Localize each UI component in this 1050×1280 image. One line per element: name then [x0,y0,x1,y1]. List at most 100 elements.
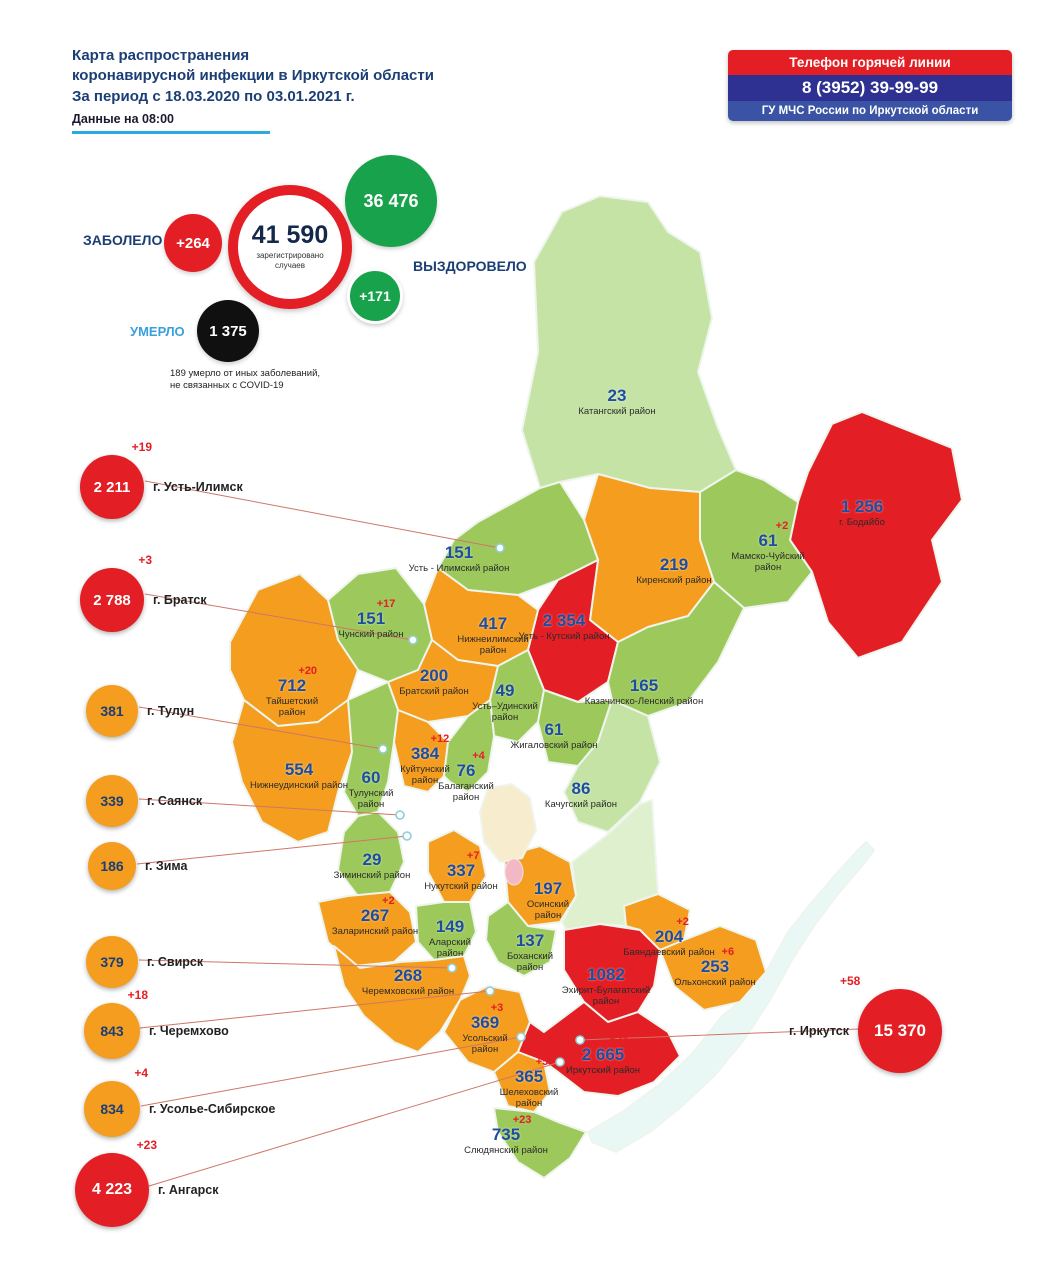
district-value: 2 354 [542,611,586,630]
city-value: 2 788 [93,591,131,609]
district-label-nizhneilimsky: 417 Нижнеилимский район [444,615,542,656]
district-name: г. Бодайбо [839,517,885,528]
died-circle: 1 375 [197,300,259,362]
district-name: Слюдянский район [464,1145,548,1156]
district-value: 200 [419,666,449,685]
region-slyudyansky [493,1107,587,1179]
marker-bratsk [408,635,418,645]
district-name: Зиминский район [333,870,411,881]
marker-ust-ilimsk [495,543,505,553]
district-label-nukutsky: +7 337 Нукутский район [424,850,498,892]
district-label-olkhonsky: +6 253 Ольхонский район [674,946,756,988]
marker-sayansk [395,810,405,820]
leader-ust-ilimsk [144,480,501,549]
city-circle: 186 [88,842,136,890]
sick-delta: +264 [176,234,210,252]
hotline-phone: 8 (3952) 39-99-99 [728,75,1012,101]
city-circle: 843 [84,1003,140,1059]
recovered-label: ВЫЗДОРОВЕЛО [413,258,527,274]
district-label-ziminsky: 29 Зиминский район [332,851,412,881]
leader-tulun [138,706,384,750]
district-name: Братский район [399,686,469,697]
district-name: Усть - Илимский район [408,563,510,574]
city-name: г. Зима [145,859,188,873]
district-value: 151 [356,609,386,628]
region-kazachinsko-lensky [607,581,745,717]
lake-baikal [587,841,875,1153]
district-delta: +12 [430,733,450,745]
region-kuitunsky [393,709,449,793]
city-delta: +19 [131,440,152,454]
district-label-ust-ilimsky: 151 Усть - Илимский район [407,544,511,574]
district-value: 61 [758,531,778,550]
region-ziminsky [337,811,405,897]
city-delta: +23 [136,1138,157,1152]
district-value: 149 [435,917,465,936]
city-delta: +3 [138,553,152,567]
district-label-bayandaevsky: +2 204 Баяндаевский район [623,916,715,958]
region-tulunsky [343,681,399,817]
district-value: 137 [515,931,545,950]
leader-irkutsk [579,1028,860,1041]
district-name: Эхирит-Булагатский район [561,985,651,1008]
leader-sayansk [138,798,401,816]
died-value: 1 375 [209,322,247,340]
district-value: 253 [700,957,730,976]
district-name: Нукутский район [424,881,498,892]
died-label: УМЕРЛО [130,324,185,339]
region-alarsky [415,901,477,961]
district-label-ust-udinsky: 49 Усть–Удинский район [459,682,551,723]
hotline-org: ГУ МЧС России по Иркутской области [728,101,1012,121]
died-note: 189 умерло от иных заболеваний, не связа… [170,368,321,392]
sick-label: ЗАБОЛЕЛО [83,232,163,248]
district-name: Тулунский район [348,788,394,811]
district-label-taishetsky: +20 712 Тайшетский район [252,665,332,718]
reservoir-area [479,783,537,863]
city-name: г. Тулун [147,704,195,718]
district-value: 735 [491,1125,521,1144]
district-value: 384 [410,744,440,763]
marker-usolye [516,1032,526,1042]
city-value: 379 [100,954,124,970]
district-name: Усть–Удинский район [472,701,538,724]
district-value: 417 [478,614,508,633]
district-value: 219 [659,555,689,574]
district-name: Киренский район [636,575,712,586]
district-value: 61 [544,720,564,739]
title-line-3: За период с 18.03.2020 по 03.01.2021 г. [72,87,355,105]
water-blob [504,858,524,886]
district-value: 268 [393,966,423,985]
total-caption: зарегистрировано случаев [256,251,323,271]
district-label-balagansky: +4 76 Балаганский район [427,750,505,803]
district-value: 23 [607,386,627,405]
district-value: 369 [470,1013,500,1032]
district-value: 151 [444,543,474,562]
recovered-value: 36 476 [363,190,419,211]
district-label-kuitunsky: +12 384 Куйтунский район [390,733,460,786]
city-value: 843 [100,1023,124,1039]
district-value: 197 [533,879,563,898]
district-name: Баяндаевский район [623,947,715,958]
district-label-mamsko-chuisky: +2 61 Мамско-Чуйский район [720,520,816,573]
city-zima: 186 г. Зима [88,842,187,890]
district-delta: +6 [721,946,735,958]
district-delta: +20 [298,665,318,677]
district-delta: +7 [466,850,480,862]
title-line-2: коронавирусной инфекции в Иркутской обла… [72,67,434,85]
district-label-ekhirit-bulagatsky: +8 1082 Эхирит-Булагатский район [557,954,655,1008]
city-cheremkhovo: 843 +18 г. Черемхово [84,988,229,1059]
district-label-osinsky: 197 Осинский район [515,880,581,921]
recovered-delta: +171 [359,288,391,304]
district-label-kazachinsko-lensky: 165 Казачинско-Ленский район [579,677,709,707]
leader-zima [136,835,408,865]
city-bratsk: 2 788 +3 г. Братск [80,553,207,632]
city-circle: 15 370 [858,989,942,1073]
city-name: г. Усолье-Сибирское [149,1102,276,1116]
region-kachugsky [563,699,661,833]
total-value: 41 590 [251,221,329,249]
leader-usolye [140,1036,522,1107]
district-name: Казачинско-Ленский район [584,696,704,707]
city-name: г. Черемхово [149,1024,229,1038]
city-circle: 4 223 [75,1153,149,1227]
city-name: г. Усть-Илимск [153,480,243,494]
